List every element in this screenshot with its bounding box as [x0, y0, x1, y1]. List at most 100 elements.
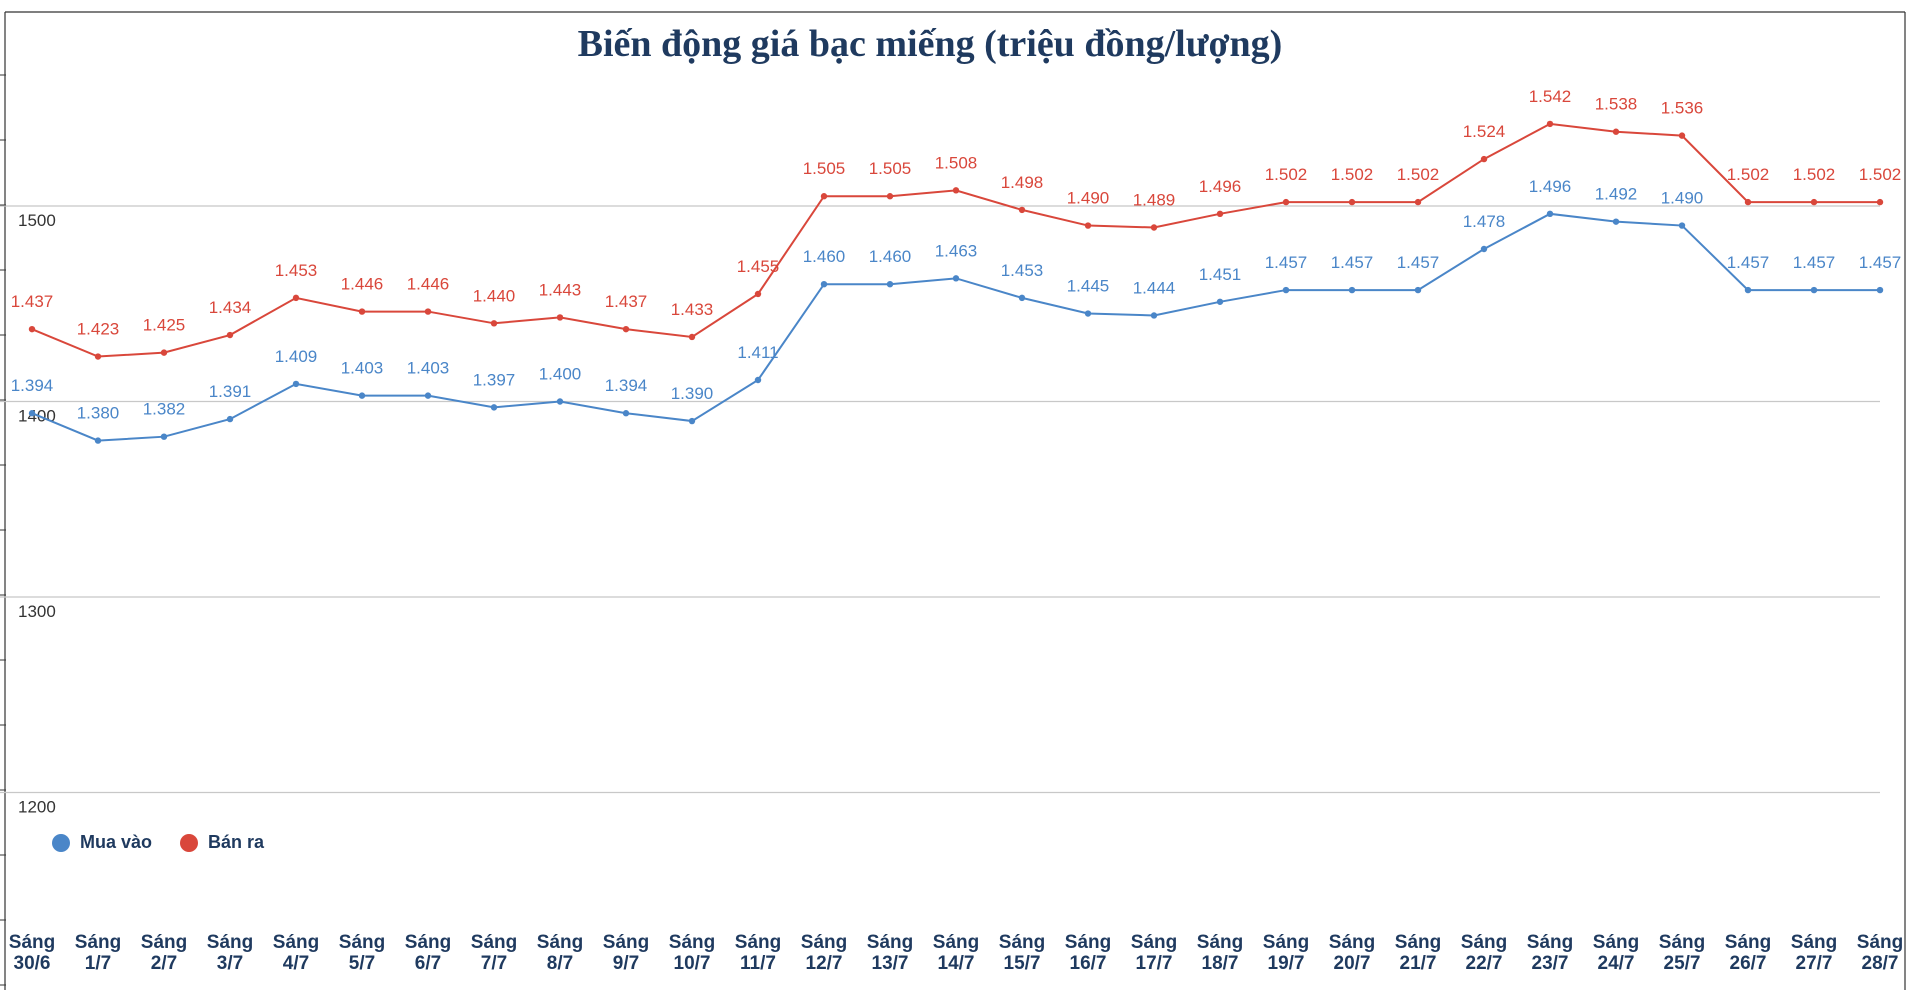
data-label: 1.524 — [1463, 122, 1506, 141]
data-point — [1678, 222, 1686, 229]
data-point — [1216, 298, 1224, 305]
x-tick-label: Sáng 2/7 — [141, 932, 187, 974]
data-point — [358, 392, 366, 399]
data-point — [1876, 198, 1884, 206]
data-point — [1810, 198, 1818, 206]
data-label: 1.498 — [1001, 173, 1044, 192]
data-point — [94, 353, 102, 360]
data-label: 1.457 — [1331, 253, 1374, 272]
x-tick-label: Sáng 20/7 — [1329, 932, 1375, 974]
data-label: 1.457 — [1397, 253, 1440, 272]
x-tick-label: Sáng 12/7 — [801, 932, 847, 974]
data-label: 1.496 — [1529, 177, 1572, 196]
data-point — [1414, 286, 1422, 294]
data-point — [1348, 198, 1356, 206]
x-tick-label: Sáng 30/6 — [9, 932, 55, 974]
data-point — [1612, 128, 1620, 135]
x-tick-label: Sáng 9/7 — [603, 932, 649, 974]
data-point — [1282, 286, 1290, 294]
data-point — [1018, 206, 1026, 214]
legend-item-buy: Mua vào — [52, 832, 152, 853]
legend-dot-buy-icon — [52, 833, 70, 852]
y-tick-label: 1200 — [18, 798, 56, 817]
data-point — [1216, 210, 1224, 218]
data-point — [1876, 286, 1884, 294]
data-point — [424, 308, 432, 315]
data-label: 1.502 — [1727, 165, 1770, 184]
data-point — [1480, 245, 1488, 253]
data-point — [28, 410, 36, 417]
data-label: 1.444 — [1133, 278, 1176, 297]
data-label: 1.380 — [77, 404, 120, 423]
data-label: 1.463 — [935, 241, 978, 260]
data-label: 1.490 — [1661, 189, 1704, 208]
data-point — [1546, 120, 1554, 128]
data-label: 1.403 — [341, 359, 384, 378]
x-tick-label: Sáng 17/7 — [1131, 932, 1177, 974]
data-label: 1.397 — [473, 370, 516, 389]
data-label: 1.457 — [1859, 253, 1902, 272]
data-point — [1678, 132, 1686, 139]
data-label: 1.394 — [605, 376, 648, 395]
data-point — [754, 290, 762, 298]
x-tick-label: Sáng 8/7 — [537, 932, 583, 974]
data-point — [490, 404, 498, 411]
x-tick-label: Sáng 22/7 — [1461, 932, 1507, 974]
legend-dot-sell-icon — [180, 833, 199, 852]
data-point — [1282, 198, 1290, 206]
x-tick-label: Sáng 27/7 — [1791, 932, 1837, 974]
data-label: 1.453 — [1001, 261, 1044, 280]
x-tick-label: Sáng 4/7 — [273, 932, 319, 974]
legend-label-buy: Mua vào — [80, 832, 153, 852]
data-point — [820, 193, 828, 200]
data-label: 1.411 — [737, 343, 778, 362]
legend-label-sell: Bán ra — [208, 832, 265, 852]
data-label: 1.445 — [1067, 277, 1110, 296]
x-tick-label: Sáng 1/7 — [75, 932, 121, 974]
data-point — [556, 314, 564, 321]
data-point — [292, 380, 300, 388]
data-label: 1.446 — [341, 275, 384, 294]
data-label: 1.400 — [539, 365, 582, 384]
data-label: 1.505 — [803, 159, 846, 178]
data-point — [358, 308, 366, 315]
x-tick-label: Sáng 13/7 — [867, 932, 913, 974]
data-point — [490, 320, 498, 327]
x-tick-label: Sáng 10/7 — [669, 932, 715, 974]
data-label: 1.457 — [1793, 253, 1836, 272]
chart-title: Biến động giá bạc miếng (triệu đồng/lượn… — [577, 23, 1283, 65]
data-label: 1.502 — [1331, 165, 1374, 184]
data-label: 1.492 — [1595, 185, 1638, 204]
data-label: 1.502 — [1859, 165, 1902, 184]
data-point — [688, 417, 696, 425]
data-label: 1.453 — [275, 261, 318, 280]
data-label: 1.423 — [77, 320, 120, 339]
data-label: 1.536 — [1661, 99, 1704, 118]
data-label: 1.440 — [473, 286, 516, 305]
x-tick-label: Sáng 15/7 — [999, 932, 1045, 974]
x-tick-label: Sáng 19/7 — [1263, 932, 1309, 974]
data-point — [1744, 286, 1752, 294]
x-tick-label: Sáng 16/7 — [1065, 932, 1111, 974]
data-point — [424, 392, 432, 399]
x-tick-label: Sáng 28/7 — [1857, 932, 1903, 974]
data-point — [1018, 294, 1026, 302]
data-point — [1546, 210, 1554, 218]
data-label: 1.390 — [671, 384, 714, 403]
data-label: 1.455 — [737, 257, 780, 276]
x-tick-label: Sáng 18/7 — [1197, 932, 1243, 974]
x-tick-label: Sáng 24/7 — [1593, 932, 1639, 974]
data-label: 1.409 — [275, 347, 318, 366]
data-point — [226, 331, 234, 339]
data-point — [1084, 310, 1092, 317]
data-point — [886, 193, 894, 200]
x-tick-label: Sáng 25/7 — [1659, 932, 1705, 974]
data-point — [226, 415, 234, 423]
data-label: 1.496 — [1199, 177, 1242, 196]
x-tick-label: Sáng 23/7 — [1527, 932, 1573, 974]
data-label: 1.502 — [1397, 165, 1440, 184]
data-label: 1.391 — [209, 382, 252, 401]
data-label: 1.542 — [1529, 87, 1572, 106]
